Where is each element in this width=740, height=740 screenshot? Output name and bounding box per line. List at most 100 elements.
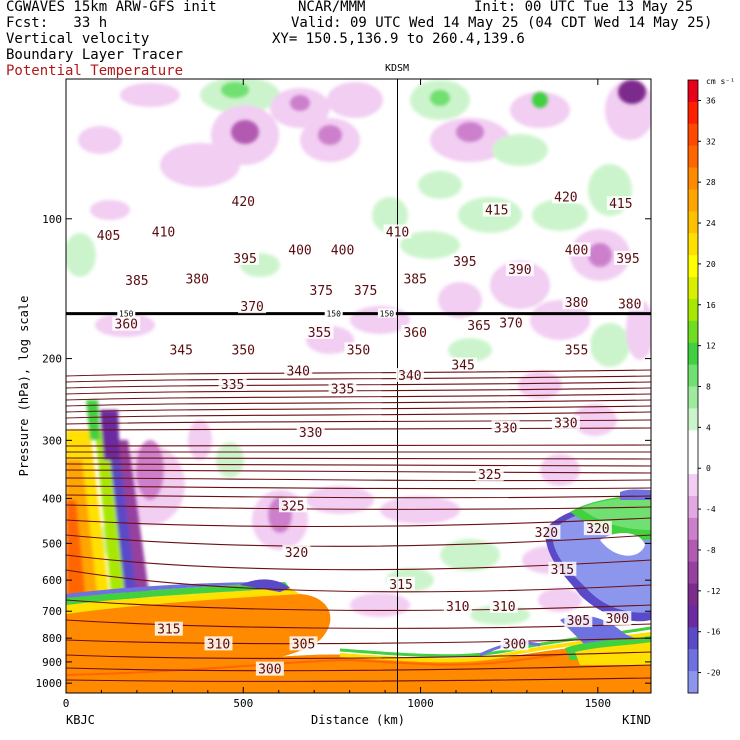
- theta-label-bg: [551, 189, 580, 204]
- theta-label-bg: [231, 250, 260, 265]
- theta-label-bg: [615, 296, 644, 311]
- colorbar-swatch: [688, 495, 698, 519]
- theta-label-bg: [562, 342, 591, 357]
- theta-label-bg: [328, 242, 357, 257]
- theta-label-bg: [443, 598, 472, 613]
- theta-label: 385: [403, 272, 426, 287]
- colorbar-label-28: 28: [706, 178, 716, 187]
- colorbar-swatch: [688, 386, 698, 409]
- colorbar-swatch: [688, 561, 698, 585]
- theta-label: 305: [567, 614, 590, 629]
- colorbar-swatch: [688, 452, 698, 475]
- theta-label: 360: [115, 318, 138, 333]
- colorbar-swatch: [688, 364, 698, 387]
- theta-label-bg: [149, 224, 178, 239]
- theta-label-bg: [305, 324, 334, 339]
- theta-label: 400: [565, 243, 588, 258]
- colorbar-swatch: [688, 233, 698, 256]
- theta-label-bg: [613, 250, 642, 265]
- theta-label: 315: [551, 563, 574, 578]
- theta-label: 380: [618, 298, 641, 313]
- theta-label: 300: [503, 637, 526, 652]
- right-station-label: KIND: [622, 713, 651, 727]
- theta-label-bg: [154, 621, 183, 636]
- y-tick-label-300: 300: [42, 434, 62, 447]
- colorbar-label-20: 20: [706, 260, 716, 269]
- field-vertical-velocity: Vertical velocity: [6, 31, 150, 47]
- theta-label: 400: [288, 243, 311, 258]
- theta-label: 360: [403, 326, 426, 341]
- theta-label: 330: [554, 417, 577, 432]
- theta-label: 420: [554, 191, 577, 206]
- theta-label-bg: [328, 381, 357, 396]
- colorbar-swatch: [688, 277, 698, 300]
- theta-label-bg: [548, 561, 577, 576]
- theta-label: 340: [286, 364, 309, 379]
- y-tick-label-200: 200: [42, 353, 62, 366]
- theta-label-bg: [505, 262, 534, 277]
- theta-label: 405: [97, 229, 120, 244]
- theta-label: 320: [535, 526, 558, 541]
- xy-endpoints: XY= 150.5,136.9 to 260.4,139.6: [272, 31, 525, 47]
- theta-label: 350: [232, 343, 255, 358]
- y-tick-label-700: 700: [42, 605, 62, 618]
- theta-label-bg: [284, 363, 313, 378]
- colorbar-swatch: [688, 605, 698, 628]
- theta-label-bg: [551, 415, 580, 430]
- theta-label: 380: [565, 296, 588, 311]
- model-title: CGWAVES 15km ARW-GFS init: [6, 0, 217, 15]
- theta-label: 350: [347, 343, 370, 358]
- colorbar-swatch: [688, 123, 698, 147]
- theta-label-bg: [278, 498, 307, 513]
- marker-station-label: KDSM: [385, 63, 409, 74]
- theta-label: 325: [478, 468, 501, 483]
- y-tick-label-100: 100: [42, 213, 62, 226]
- theta-label-bg: [449, 357, 478, 372]
- tracer-label-bg: [377, 308, 396, 318]
- colorbar-label--16: -16: [706, 628, 721, 637]
- colorbar-swatch: [688, 101, 698, 125]
- theta-label-bg: [122, 272, 151, 287]
- theta-label-bg: [387, 576, 416, 591]
- theta-label-bg: [482, 202, 511, 217]
- colorbar-swatch: [688, 474, 698, 497]
- theta-label: 410: [152, 225, 175, 240]
- theta-label-bg: [475, 466, 504, 481]
- theta-label-bg: [465, 317, 494, 332]
- theta-label-bg: [603, 611, 632, 626]
- colorbar-swatch: [688, 627, 698, 650]
- colorbar-unit: cm s⁻¹: [706, 77, 735, 86]
- theta-label: 320: [285, 546, 308, 561]
- colorbar-swatch: [688, 539, 698, 563]
- colorbar-label--12: -12: [706, 587, 721, 596]
- tracer-label-bg: [324, 308, 343, 318]
- y-tick-label-1000: 1000: [36, 677, 63, 690]
- theta-label: 330: [494, 422, 517, 437]
- colorbar-label-36: 36: [706, 96, 716, 105]
- theta-label-bg: [307, 282, 336, 297]
- theta-label: 420: [232, 195, 255, 210]
- theta-label: 325: [281, 499, 304, 514]
- theta-label-bg: [491, 420, 520, 435]
- tracer-label-layer: 150 150 150: [117, 308, 396, 319]
- colorbar-label--20: -20: [706, 669, 721, 678]
- colorbar-swatch: [688, 649, 698, 672]
- theta-label: 330: [299, 426, 322, 441]
- theta-label-bg: [238, 299, 267, 314]
- colorbar-label-32: 32: [706, 137, 716, 146]
- theta-label: 300: [258, 663, 281, 678]
- theta-label-bg: [532, 525, 561, 540]
- theta-label: 315: [389, 578, 412, 593]
- theta-label: 410: [386, 225, 409, 240]
- theta-label-bg: [583, 521, 612, 536]
- field-potential-temperature: Potential Temperature: [6, 63, 184, 79]
- theta-label-bg: [606, 196, 635, 211]
- theta-label-bg: [401, 271, 430, 286]
- colorbar-swatch: [688, 167, 698, 190]
- x-tick-label-1500: 1500: [585, 697, 612, 710]
- theta-label-bg: [218, 377, 247, 392]
- theta-label-bg: [401, 324, 430, 339]
- colorbar-label-16: 16: [706, 301, 716, 310]
- theta-label-bg: [500, 636, 529, 651]
